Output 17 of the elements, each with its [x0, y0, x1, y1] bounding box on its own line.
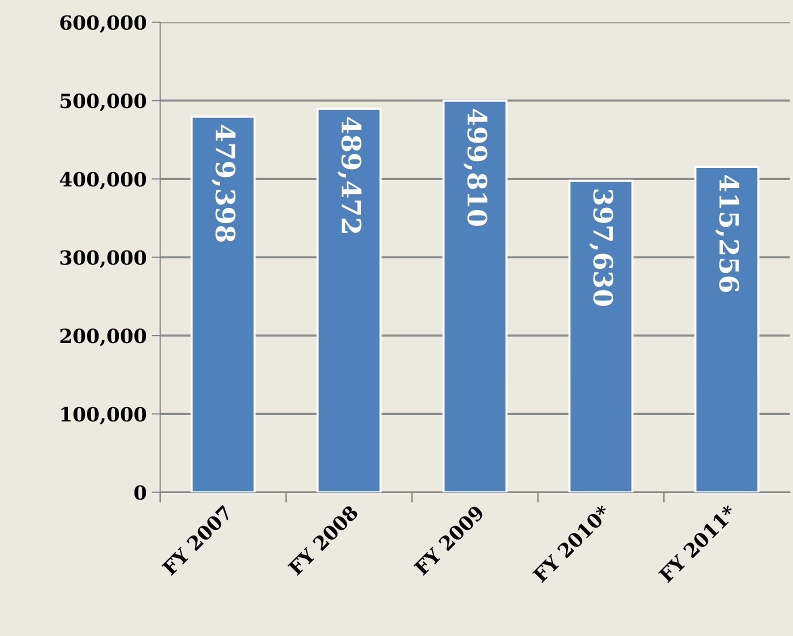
y-tick-label: 500,000 [60, 94, 146, 112]
y-tick-label: 400,000 [60, 172, 146, 190]
y-tick-label: 100,000 [61, 406, 146, 425]
data-label: 489,472 [337, 116, 362, 233]
bar [442, 100, 508, 492]
y-tick-label: 0 [134, 485, 146, 500]
bar [568, 180, 634, 492]
y-tick-label: 600,000 [60, 15, 146, 33]
data-label: 397,630 [589, 190, 614, 306]
y-tick-label: 300,000 [60, 250, 146, 268]
bar [694, 166, 760, 492]
data-label: 479,398 [212, 124, 236, 242]
data-label: 415,256 [715, 175, 740, 292]
bar [190, 116, 256, 492]
y-tick-label: 200,000 [60, 328, 146, 346]
data-label: 499,810 [463, 108, 488, 226]
bar [316, 108, 382, 492]
